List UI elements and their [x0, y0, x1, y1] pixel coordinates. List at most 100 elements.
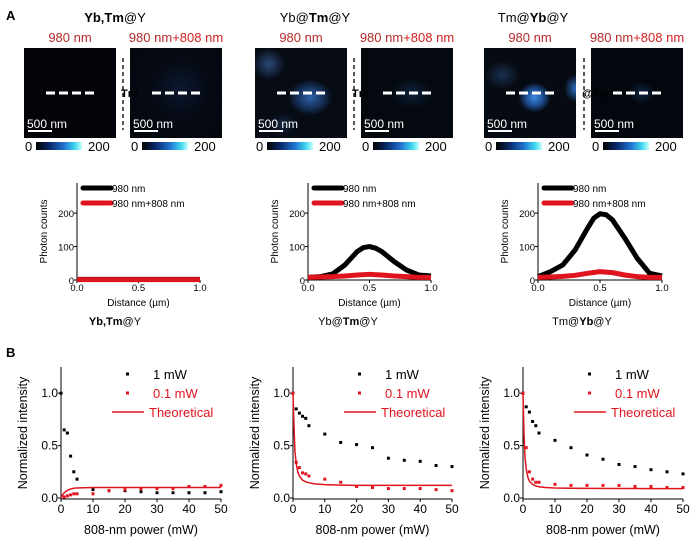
image-label-980: 980 nm — [279, 30, 322, 45]
legend-swatch — [358, 372, 361, 376]
legend-swatch — [588, 391, 591, 395]
image-label-980-808: 980 nm+808 nm — [590, 30, 684, 45]
y-tick-label: 0.5 — [273, 439, 290, 453]
data-point — [537, 480, 541, 484]
legend-label: 980 nm+808 nm — [573, 199, 646, 210]
legend-label: Theoretical — [149, 405, 213, 420]
y-tick-label: 1.0 — [41, 386, 58, 400]
data-point — [339, 480, 343, 484]
x-tick-label: 0.0 — [301, 283, 314, 294]
data-point — [72, 470, 76, 474]
series-line — [307, 271, 431, 280]
sample-title-part: Yb@ — [280, 10, 309, 25]
x-tick-label: 0.0 — [531, 283, 544, 294]
x-tick-label: 20 — [118, 502, 132, 516]
x-tick-label: 1.0 — [655, 283, 668, 294]
data-point — [585, 483, 589, 487]
data-point — [219, 490, 223, 494]
data-point — [107, 489, 111, 493]
x-tick-label: 50 — [445, 502, 459, 516]
x-axis-label: Distance (µm) — [107, 298, 169, 309]
x-tick-label: 0.0 — [70, 283, 83, 294]
data-point — [187, 484, 191, 488]
data-point — [219, 483, 223, 487]
x-axis-label: Distance (µm) — [338, 298, 400, 309]
image-label-980-808: 980 nm+808 nm — [129, 30, 223, 45]
data-point — [355, 443, 359, 447]
data-point — [294, 407, 298, 411]
data-point — [601, 457, 605, 461]
data-point — [681, 472, 685, 476]
sample-title-b: Yb,Tm@Y — [89, 316, 142, 328]
x-tick-label: 40 — [414, 502, 428, 516]
label-808: +808 nm — [403, 30, 454, 45]
data-point — [534, 480, 538, 484]
legend-label: 1 mW — [615, 367, 650, 382]
sample-title: Tm@Yb@Y — [498, 10, 569, 25]
x-tick-label: 1.0 — [424, 283, 437, 294]
sample-title-b: Tm@Yb@Y — [552, 316, 612, 328]
sample-title-part: Tm@ — [498, 10, 530, 25]
image-tm-at-yb-980-808 — [591, 48, 683, 138]
label-980: 980 nm — [360, 30, 403, 45]
legend-label: 0.1 mW — [615, 386, 661, 401]
chart-2: 0.0 0.5 1.0 0 100 200 Distance (µm) Photon coun… — [270, 183, 438, 309]
legend-label: Theoretical — [611, 405, 675, 420]
x-tick-label: 10 — [86, 502, 100, 516]
data-point — [617, 483, 621, 487]
series-line — [537, 211, 663, 279]
sample-title-part: Yb,Tm — [89, 316, 123, 328]
colorbar-max: 200 — [548, 139, 570, 154]
colorbar-min: 0 — [592, 139, 599, 154]
data-point — [402, 458, 406, 462]
data-point — [450, 465, 454, 469]
y-tick-label: 0.0 — [503, 491, 520, 505]
data-point — [402, 487, 406, 491]
colorbar-min: 0 — [25, 139, 32, 154]
data-point — [371, 486, 374, 490]
data-point — [75, 492, 79, 496]
data-point — [75, 477, 79, 481]
divider-label: @Yb — [582, 88, 607, 100]
legend-swatch — [358, 391, 361, 395]
data-point — [553, 438, 557, 442]
data-point — [649, 484, 653, 488]
y-tick-label: 0 — [530, 276, 535, 287]
data-point — [323, 477, 327, 481]
data-point — [537, 431, 541, 435]
y-tick-label: 1.0 — [273, 386, 290, 400]
image-yb-at-tm-980-808 — [361, 48, 453, 138]
colorbar-min: 0 — [131, 139, 138, 154]
image-label-980-808: 980 nm+808 nm — [360, 30, 454, 45]
data-point — [450, 489, 454, 493]
colorbar-max: 200 — [88, 139, 110, 154]
x-tick-label: 0 — [58, 502, 65, 516]
data-point — [434, 464, 438, 468]
colorbar-min: 0 — [362, 139, 369, 154]
y-tick-label: 0.5 — [41, 439, 58, 453]
legend-swatch — [588, 372, 591, 376]
chart-1: 0.0 0.5 1.0 0 100 200 Distance (µm) Photon coun… — [39, 183, 207, 309]
colorbar — [267, 142, 313, 150]
y-tick-label: 200 — [289, 209, 305, 220]
data-point — [633, 484, 637, 488]
x-tick-label: 10 — [318, 502, 332, 516]
data-point — [171, 487, 175, 491]
y-tick-label: 200 — [519, 209, 535, 220]
sample-title-part: Tm@ — [552, 316, 579, 328]
colorbar-max: 200 — [194, 139, 216, 154]
chart-3: 0.0 0.5 1.0 0 100 200 Distance (µm) Photon coun… — [500, 183, 669, 309]
data-point — [171, 491, 175, 495]
theoretical-line — [60, 486, 221, 499]
x-tick-label: 1.0 — [193, 283, 206, 294]
y-tick-label: 0 — [69, 276, 74, 287]
data-point — [307, 474, 311, 478]
data-point — [386, 456, 390, 460]
colorbar-max: 200 — [425, 139, 447, 154]
data-point — [418, 487, 422, 491]
data-point — [665, 470, 669, 474]
data-point — [304, 472, 308, 476]
legend-label: 0.1 mW — [153, 386, 199, 401]
y-tick-label: 0.0 — [273, 491, 290, 505]
chart-5: 0 10 20 30 40 50 0.0 0.5 1.0 808-nm power (mW) Nor… — [248, 367, 459, 537]
